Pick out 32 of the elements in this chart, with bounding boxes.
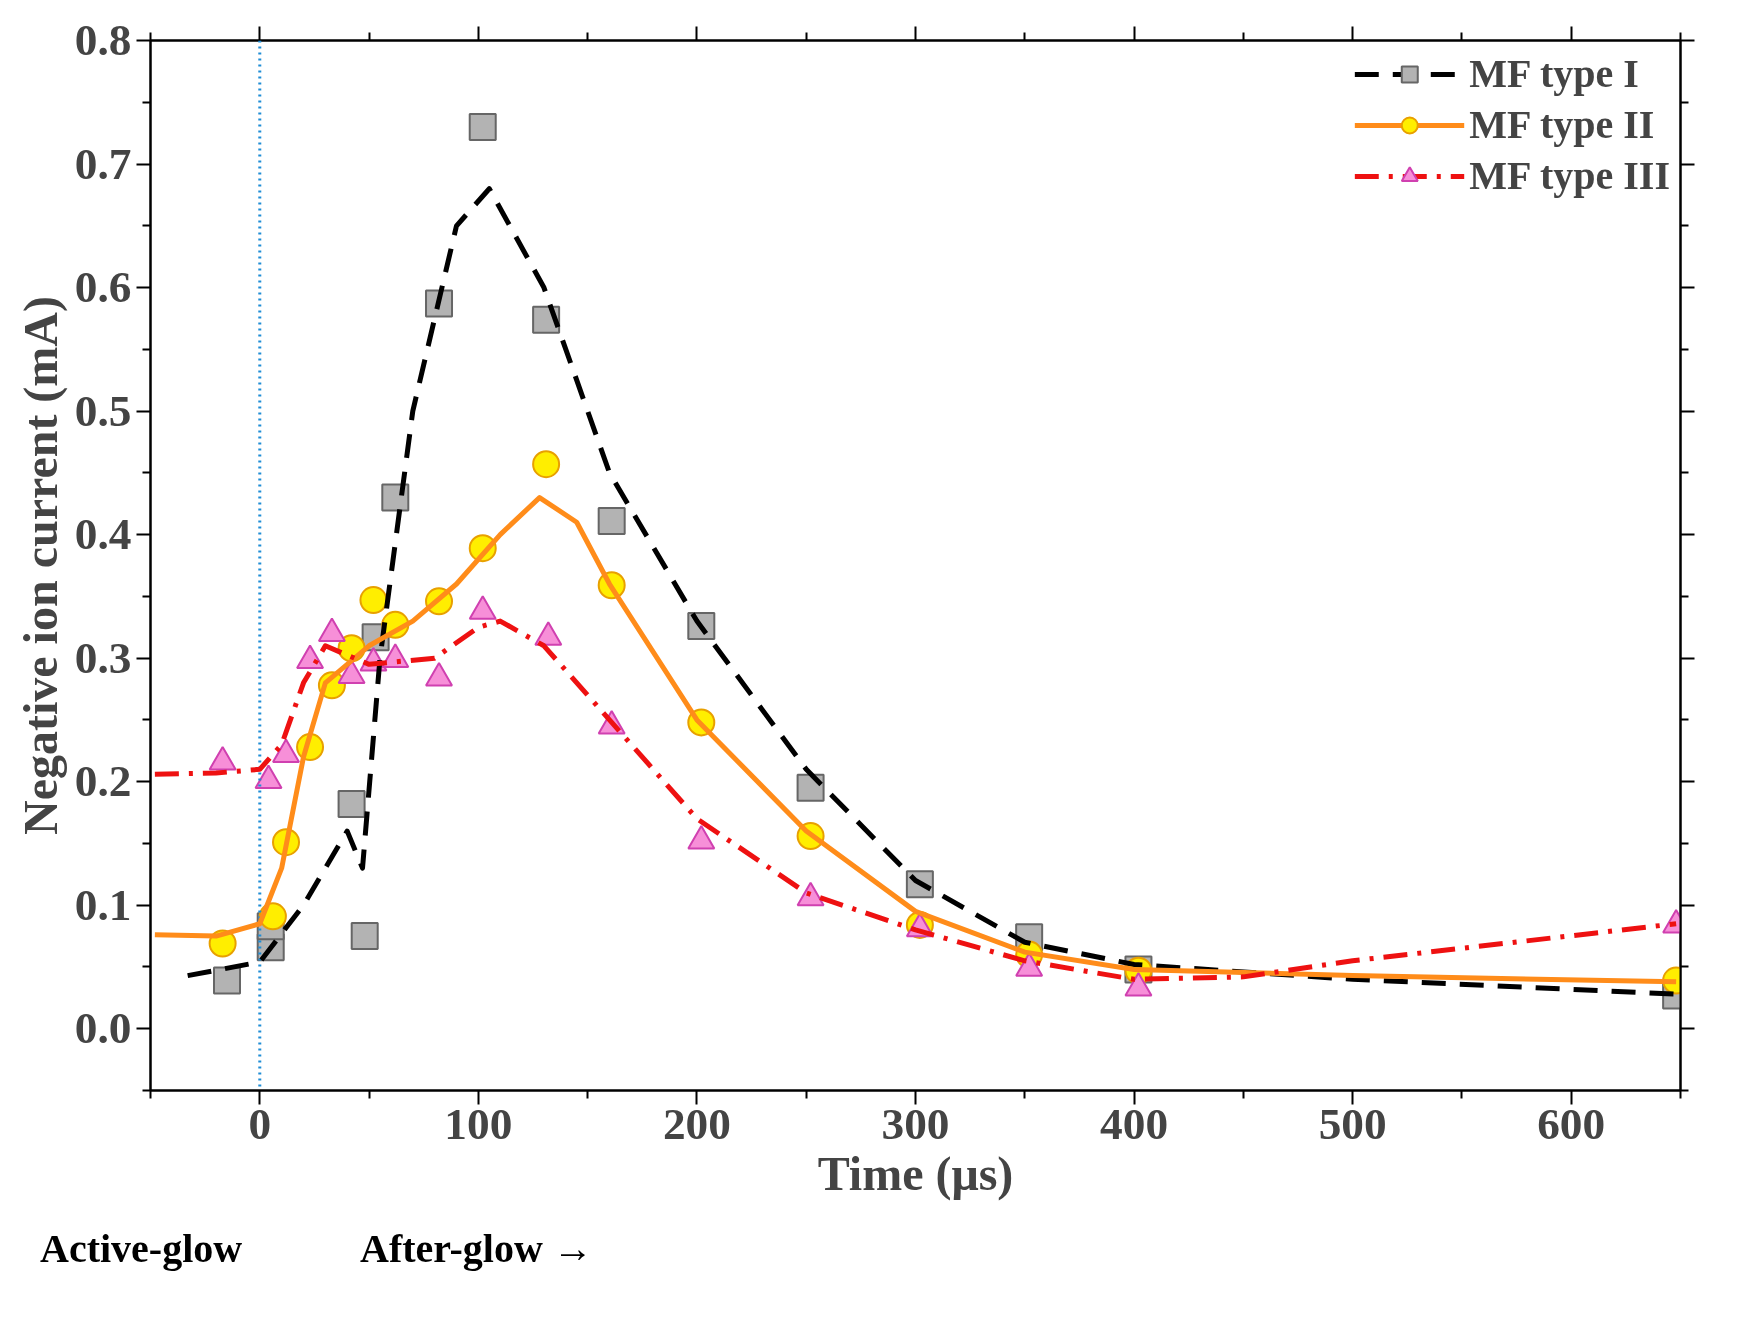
point <box>468 112 497 141</box>
text: After-glow → <box>360 1225 593 1273</box>
legend-label: MF type II <box>1469 101 1655 148</box>
y-tick-label: 0.0 <box>74 1003 132 1054</box>
point <box>337 789 366 818</box>
y-tick-label: 0.1 <box>74 879 132 930</box>
y-axis-title: Negative ion current (mA) <box>13 296 68 835</box>
text: Active-glow <box>40 1225 243 1273</box>
point <box>359 586 388 615</box>
y-tick-label: 0.7 <box>74 138 132 189</box>
point <box>597 507 626 536</box>
point <box>350 922 379 951</box>
y-tick-label: 0.8 <box>74 15 132 65</box>
x-tick-label: 300 <box>881 1098 950 1149</box>
point <box>532 450 561 479</box>
x-tick-label: 100 <box>444 1098 513 1149</box>
legend-label: MF type III <box>1469 152 1670 199</box>
x-tick-label: 200 <box>662 1098 731 1149</box>
y-tick-label: 0.6 <box>74 262 132 313</box>
legend-label: MF type I <box>1469 50 1639 97</box>
y-tick-label: 0.5 <box>74 385 132 436</box>
y-tick-label: 0.2 <box>74 756 132 807</box>
x-tick-label: 0 <box>248 1098 272 1149</box>
y-tick-label: 0.3 <box>74 632 132 683</box>
point <box>796 773 825 802</box>
x-tick-label: 500 <box>1318 1098 1387 1149</box>
point <box>381 483 410 512</box>
y-tick-label: 0.4 <box>74 509 132 560</box>
point <box>213 966 241 995</box>
x-tick-label: 400 <box>1100 1098 1169 1149</box>
x-axis-title: Time (μs) <box>817 1146 1014 1201</box>
x-tick-label: 600 <box>1537 1098 1606 1149</box>
